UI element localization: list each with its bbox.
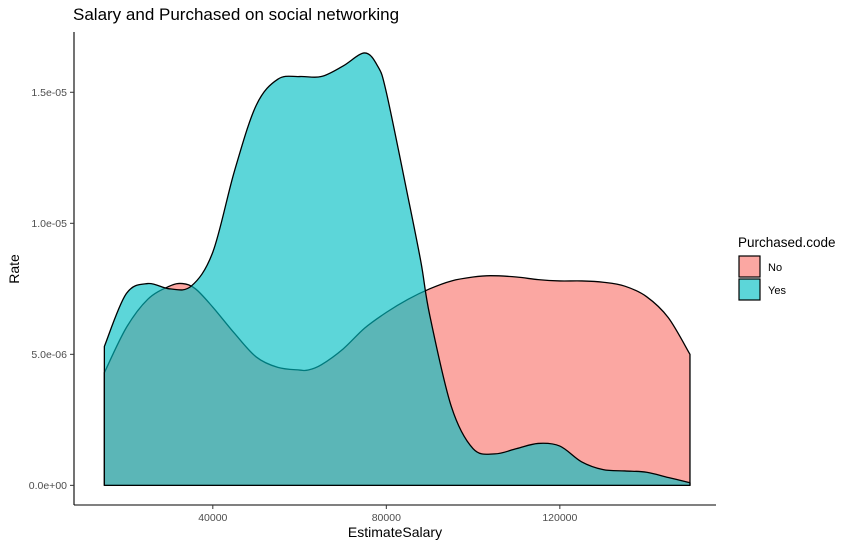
y-tick-label: 1.0e-05 <box>31 218 67 230</box>
legend-item-yes: Yes <box>738 278 786 301</box>
chart-title: Salary and Purchased on social networkin… <box>73 5 399 24</box>
legend-title: Purchased.code <box>738 235 836 250</box>
y-tick-label: 5.0e-06 <box>31 349 67 361</box>
y-tick-label: 0.0e+00 <box>29 480 67 492</box>
x-tick-label: 40000 <box>198 512 227 524</box>
x-axis-title: EstimateSalary <box>348 524 442 540</box>
legend-label: No <box>768 262 782 274</box>
plot-areas <box>103 52 691 486</box>
y-axis-title: Rate <box>6 254 22 284</box>
legend-key <box>738 278 761 301</box>
x-ticks: 40000 80000 120000 <box>198 505 578 524</box>
x-tick-label: 80000 <box>372 512 401 524</box>
legend-label: Yes <box>768 285 786 297</box>
y-ticks: 0.0e+00 5.0e-06 1.0e-05 1.5e-05 <box>29 87 74 492</box>
legend: Purchased.code No Yes <box>738 235 836 301</box>
density-area-yes <box>103 52 691 486</box>
y-tick-label: 1.5e-05 <box>31 87 67 99</box>
legend-item-no: No <box>738 255 782 278</box>
legend-key <box>738 255 761 278</box>
x-tick-label: 120000 <box>542 512 577 524</box>
